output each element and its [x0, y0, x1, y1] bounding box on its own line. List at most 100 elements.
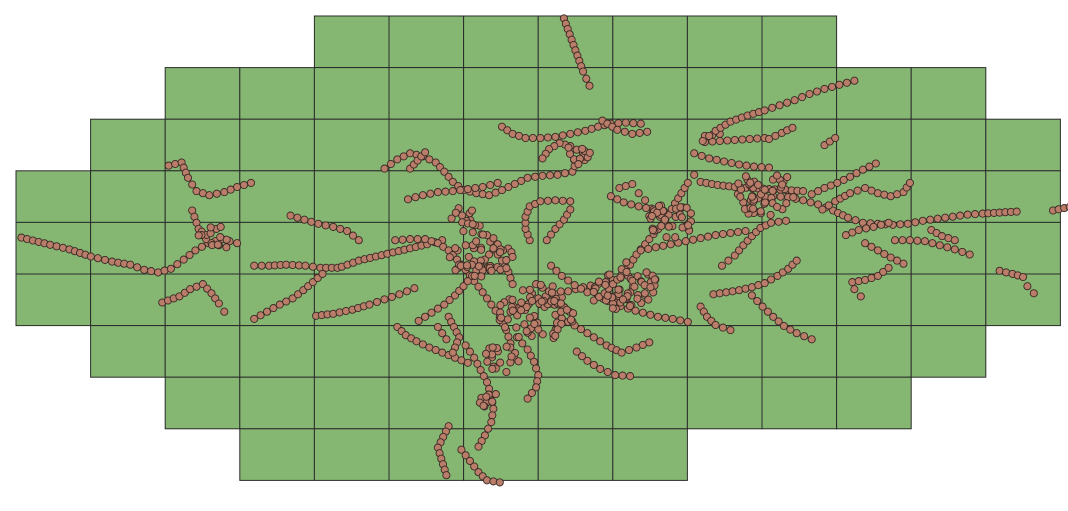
map-point [489, 244, 498, 253]
map-point [698, 136, 707, 146]
map-point [451, 244, 460, 253]
map-point [288, 294, 297, 303]
map-point [774, 217, 783, 226]
grid-cell [612, 15, 688, 69]
map-point [191, 246, 200, 255]
map-point [873, 246, 882, 255]
map-point [852, 169, 861, 178]
map-point [726, 326, 735, 335]
map-point [194, 231, 203, 240]
map-point [307, 217, 316, 226]
map-point [473, 359, 482, 368]
map-point [861, 239, 870, 248]
map-point [792, 329, 801, 338]
map-point [812, 87, 822, 96]
map-point [403, 195, 413, 204]
map-point [884, 263, 893, 272]
map-point [553, 170, 562, 179]
map-point [536, 280, 545, 289]
map-point [354, 236, 363, 245]
map-point [126, 260, 135, 269]
map-point [662, 233, 671, 242]
map-point [622, 258, 631, 267]
map-point [890, 236, 900, 245]
grid-cell [388, 428, 465, 481]
map-point [723, 136, 732, 145]
map-point [950, 245, 959, 254]
map-point [956, 211, 965, 220]
map-point [814, 187, 823, 196]
map-point [536, 133, 545, 143]
grid-cell [313, 376, 390, 430]
map-point [782, 199, 791, 208]
grid-cell [388, 67, 465, 120]
map-point [216, 233, 225, 242]
map-point [286, 211, 295, 220]
grid-cell [164, 376, 241, 430]
map-point [301, 261, 310, 270]
map-point [558, 196, 567, 205]
map-point [517, 306, 526, 315]
map-point [839, 175, 848, 184]
map-point [651, 243, 660, 252]
map-point [556, 287, 565, 296]
map-point [690, 170, 699, 179]
map-point [935, 241, 944, 250]
map-point [386, 159, 395, 169]
grid-cell [388, 15, 465, 69]
map-point [856, 292, 865, 301]
map-point [380, 164, 389, 173]
map-point [798, 93, 807, 102]
map-point [508, 280, 517, 289]
map-point [745, 134, 754, 144]
map-point [433, 188, 442, 197]
map-point [668, 314, 677, 323]
map-point [843, 213, 853, 222]
map-point [893, 256, 902, 265]
map-point [589, 360, 598, 369]
map-point [566, 205, 575, 214]
map-point [470, 462, 479, 471]
map-point [542, 236, 551, 245]
map-point [517, 298, 526, 307]
grid-cell [836, 376, 912, 430]
map-point [474, 282, 483, 291]
grid-cell [612, 428, 688, 481]
map-point [660, 215, 669, 224]
map-point [727, 158, 736, 168]
map-point [442, 471, 451, 480]
map-point [500, 323, 510, 332]
map-point [468, 228, 477, 237]
map-point [760, 279, 769, 288]
map-point [477, 272, 486, 281]
map-point [343, 226, 352, 236]
map-point [86, 252, 95, 261]
map-point [965, 250, 974, 259]
map-point [718, 229, 728, 239]
map-point [510, 179, 519, 189]
map-point [757, 163, 766, 172]
map-point [903, 219, 912, 228]
map-point [493, 178, 502, 187]
map-point [603, 291, 612, 300]
map-point [183, 173, 193, 182]
map-point [188, 180, 197, 189]
map-point [589, 287, 598, 296]
map-point [451, 266, 460, 275]
grid-cell [836, 67, 912, 120]
grid-cell [836, 325, 912, 378]
map-point [418, 191, 427, 200]
map-point [572, 347, 581, 356]
map-point [372, 297, 382, 307]
map-point [820, 84, 829, 93]
map-point [835, 80, 844, 89]
map-point [496, 358, 505, 367]
map-point [880, 249, 889, 259]
map-point [799, 196, 808, 205]
grid-cell [239, 67, 315, 120]
map-point [472, 237, 481, 246]
map-point [831, 133, 840, 143]
map-point [166, 264, 175, 273]
map-point [756, 207, 765, 216]
